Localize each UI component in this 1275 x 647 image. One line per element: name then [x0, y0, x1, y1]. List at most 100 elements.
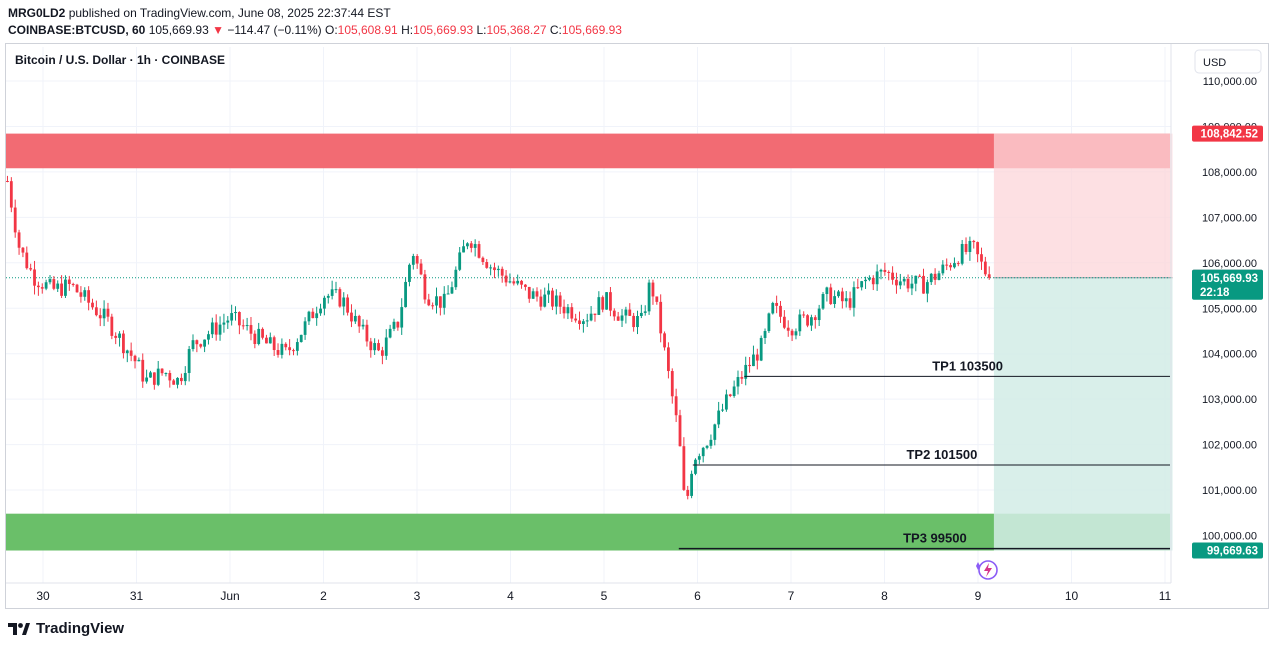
candle: [875, 264, 879, 291]
candle-body: [690, 473, 694, 496]
target-label-2: TP2 101500: [906, 447, 977, 462]
candle-body: [365, 324, 369, 342]
time-tick-label: 31: [130, 589, 144, 603]
candle: [17, 229, 21, 255]
candle: [705, 445, 709, 450]
candle: [605, 292, 608, 310]
candle: [377, 339, 380, 352]
candle-body: [898, 281, 902, 286]
candle-body: [450, 287, 454, 294]
candle-body: [408, 264, 411, 282]
currency-button[interactable]: USD: [1194, 49, 1262, 74]
candle: [821, 292, 825, 310]
candle-body: [562, 306, 566, 314]
events-icon-spark: [976, 562, 980, 570]
publisher-name[interactable]: MRG0LD2: [8, 6, 66, 20]
candle-body: [473, 244, 477, 248]
candle-body: [164, 373, 168, 375]
candle: [33, 260, 36, 295]
candle-body: [516, 280, 520, 284]
candle-body: [871, 277, 875, 285]
candle: [690, 470, 694, 499]
candle: [280, 338, 284, 359]
candle: [180, 373, 183, 385]
candle: [218, 316, 222, 341]
candle-body: [636, 315, 639, 328]
candle-body: [953, 263, 956, 268]
candle-body: [825, 287, 829, 295]
candle-body: [566, 307, 570, 314]
candle-body: [303, 321, 307, 335]
candle: [910, 275, 914, 296]
candle: [64, 275, 67, 298]
candle: [450, 281, 454, 295]
candle-body: [481, 257, 485, 263]
candle-body: [214, 322, 218, 335]
candle-body: [156, 368, 160, 385]
candle: [48, 275, 52, 285]
candle: [937, 270, 941, 281]
candle-body: [458, 252, 462, 270]
close-value: 105,669.93: [561, 23, 622, 37]
candle: [840, 287, 844, 309]
candle-body: [705, 445, 709, 448]
candle: [323, 295, 326, 316]
candle-body: [782, 316, 786, 328]
candle-body: [203, 339, 206, 347]
candle: [972, 239, 976, 249]
candle-body: [257, 328, 261, 345]
candle: [56, 280, 60, 292]
candle: [639, 304, 643, 319]
candle: [512, 277, 516, 286]
candle-body: [678, 415, 682, 447]
candle: [469, 240, 473, 253]
candle: [40, 283, 44, 294]
candle: [721, 403, 724, 412]
candle: [365, 319, 369, 347]
candle: [272, 335, 276, 356]
candle-body: [558, 295, 562, 307]
target-label-3: TP3 99500: [903, 531, 967, 546]
candle-body: [75, 284, 79, 293]
candle: [411, 253, 415, 270]
candle-body: [810, 317, 813, 326]
candle: [581, 319, 585, 333]
candle: [752, 345, 755, 367]
candle-body: [531, 291, 535, 299]
candle: [265, 334, 268, 344]
candle: [60, 275, 63, 299]
candle-body: [840, 291, 844, 302]
candle-body: [864, 279, 867, 282]
price-tag-box: [1192, 269, 1263, 300]
candle-body: [419, 263, 423, 275]
candle: [25, 246, 29, 270]
candle: [983, 256, 987, 277]
candle-body: [226, 320, 230, 323]
candle-body: [272, 337, 276, 351]
time-tick-label: Jun: [220, 589, 239, 603]
candle: [168, 370, 172, 388]
candle-body: [775, 302, 779, 306]
candle: [593, 313, 597, 322]
candle-body: [9, 181, 13, 208]
candle: [632, 312, 636, 332]
candle-body: [585, 320, 589, 322]
candle-body: [790, 330, 794, 336]
candle-body: [667, 347, 670, 372]
candle: [156, 360, 160, 387]
candle-body: [524, 284, 527, 287]
candle-body: [887, 271, 891, 273]
candle: [473, 239, 477, 257]
candle-body: [960, 243, 964, 264]
candle-body: [802, 314, 806, 316]
candle-body: [964, 243, 968, 252]
candle: [83, 287, 87, 301]
candle: [222, 313, 226, 333]
candle: [253, 330, 257, 349]
candle: [307, 310, 311, 326]
candle-body: [125, 350, 129, 354]
candle-body: [79, 292, 83, 297]
currency-button-frame: [1194, 49, 1262, 74]
candle: [203, 339, 206, 353]
